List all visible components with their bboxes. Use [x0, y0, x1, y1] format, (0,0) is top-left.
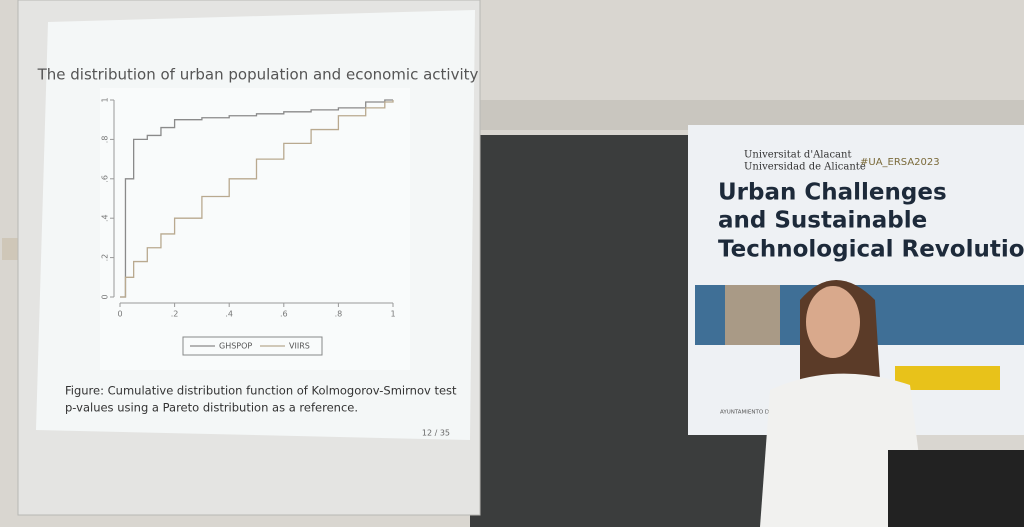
page-number: 12 / 35: [422, 429, 450, 438]
y-tick-label: .2: [101, 254, 110, 262]
banner-headline: Urban Challenges: [718, 180, 947, 206]
legend-label: GHSPOP: [219, 342, 252, 351]
y-tick-label: .6: [101, 175, 110, 183]
x-tick-label: 0: [117, 310, 122, 319]
legend-label: VIIRS: [289, 342, 310, 351]
series-line: [120, 99, 393, 298]
legend-box: [182, 336, 323, 356]
banner-hashtag: #UA_ERSA2023: [860, 157, 940, 168]
banner-headline: and Sustainable: [718, 208, 927, 234]
y-tick-label: .8: [101, 136, 110, 144]
x-tick-label: .4: [225, 310, 233, 319]
laptop: [888, 450, 1024, 527]
slide-title: The distribution of urban population and…: [37, 66, 479, 84]
shirt: [760, 373, 928, 527]
banner-university: Universitat d'Alacant: [744, 150, 851, 161]
x-tick-label: 1: [390, 310, 395, 319]
banner-headline: Technological Revolution: [718, 237, 1024, 263]
caption-line: p-values using a Pareto distribution as …: [65, 401, 358, 415]
banner-sponsor: AYUNTAMIENTO DE ALICANTE: [720, 410, 802, 416]
logo: [895, 366, 1000, 390]
x-tick-label: .8: [335, 310, 343, 319]
y-tick-label: 1: [101, 97, 110, 102]
series-line: [120, 100, 394, 298]
banner-university: Universidad de Alicante: [744, 162, 866, 173]
x-tick-label: .6: [280, 310, 288, 319]
y-tick-label: 0: [101, 294, 110, 299]
plot-bg: [100, 88, 410, 370]
caption-line: Figure: Cumulative distribution function…: [65, 384, 457, 398]
face: [806, 286, 860, 358]
x-tick-label: .2: [171, 310, 179, 319]
tower: [725, 285, 780, 345]
y-tick-label: .4: [101, 214, 110, 222]
